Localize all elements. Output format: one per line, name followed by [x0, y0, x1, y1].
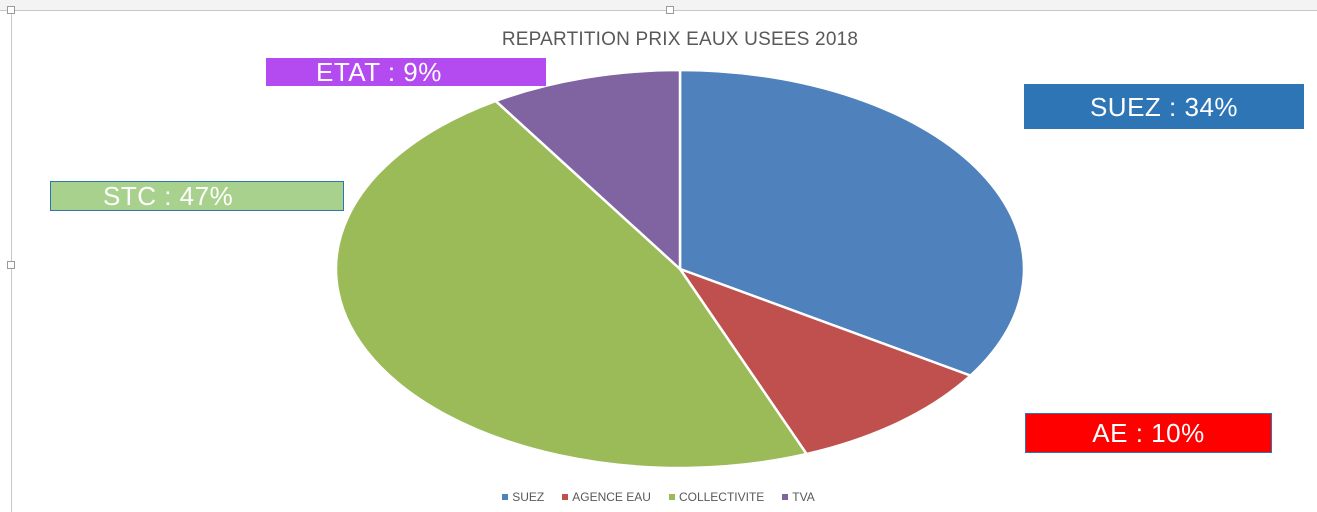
legend-label-tva: TVA — [792, 490, 815, 504]
pie-slice-tva — [493, 68, 682, 272]
pie-slice-collectivite — [334, 99, 809, 470]
callout-ae: AE : 10% — [1025, 413, 1272, 453]
chart-title: REPARTITION PRIX EAUX USEES 2018 — [501, 29, 859, 50]
pie-slice-suez — [678, 68, 1026, 378]
legend-swatch-tva — [782, 494, 789, 500]
legend-item-agence-eau: AGENCE EAU — [562, 490, 651, 504]
legend-swatch-collectivite — [668, 494, 675, 500]
legend-label-suez: SUEZ — [512, 490, 545, 504]
legend-item-tva: TVA — [782, 490, 815, 504]
legend-label-collectivite: COLLECTIVITE — [678, 490, 765, 504]
chart-legend: SUEZ AGENCE EAU COLLECTIVITE TVA — [0, 490, 1317, 504]
legend-swatch-suez — [502, 494, 509, 500]
callout-etat: ETAT : 9% — [266, 58, 546, 86]
legend-label-agence-eau: AGENCE EAU — [572, 490, 651, 504]
document-top-strip — [0, 0, 1317, 11]
callout-stc: STC : 47% — [50, 181, 344, 211]
resize-handle-top-center[interactable] — [666, 6, 674, 14]
legend-item-collectivite: COLLECTIVITE — [668, 490, 765, 504]
pie-slice-agence-eau — [676, 266, 973, 456]
resize-handle-middle-left[interactable] — [7, 261, 15, 269]
callout-suez: SUEZ : 34% — [1024, 84, 1304, 129]
legend-swatch-agence-eau — [562, 494, 569, 500]
legend-item-suez: SUEZ — [502, 490, 544, 504]
resize-handle-top-left[interactable] — [7, 6, 15, 14]
